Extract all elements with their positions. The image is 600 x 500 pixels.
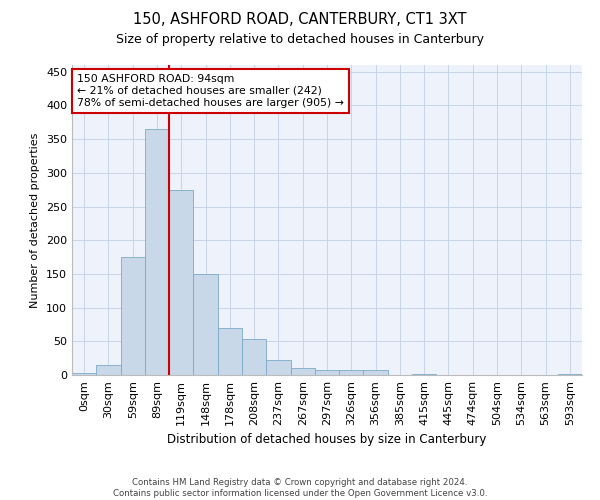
Text: Contains HM Land Registry data © Crown copyright and database right 2024.
Contai: Contains HM Land Registry data © Crown c… <box>113 478 487 498</box>
Bar <box>558 374 582 375</box>
Text: 150, ASHFORD ROAD, CANTERBURY, CT1 3XT: 150, ASHFORD ROAD, CANTERBURY, CT1 3XT <box>133 12 467 28</box>
Bar <box>266 360 290 375</box>
Bar <box>290 368 315 375</box>
Bar <box>145 129 169 375</box>
Bar <box>96 365 121 375</box>
Bar <box>315 370 339 375</box>
Bar <box>412 374 436 375</box>
Bar <box>72 373 96 375</box>
Y-axis label: Number of detached properties: Number of detached properties <box>31 132 40 308</box>
Bar <box>121 257 145 375</box>
Bar <box>364 370 388 375</box>
Text: 150 ASHFORD ROAD: 94sqm
← 21% of detached houses are smaller (242)
78% of semi-d: 150 ASHFORD ROAD: 94sqm ← 21% of detache… <box>77 74 344 108</box>
Text: Size of property relative to detached houses in Canterbury: Size of property relative to detached ho… <box>116 32 484 46</box>
X-axis label: Distribution of detached houses by size in Canterbury: Distribution of detached houses by size … <box>167 434 487 446</box>
Bar <box>218 328 242 375</box>
Bar <box>339 370 364 375</box>
Bar <box>193 274 218 375</box>
Bar <box>242 340 266 375</box>
Bar <box>169 190 193 375</box>
